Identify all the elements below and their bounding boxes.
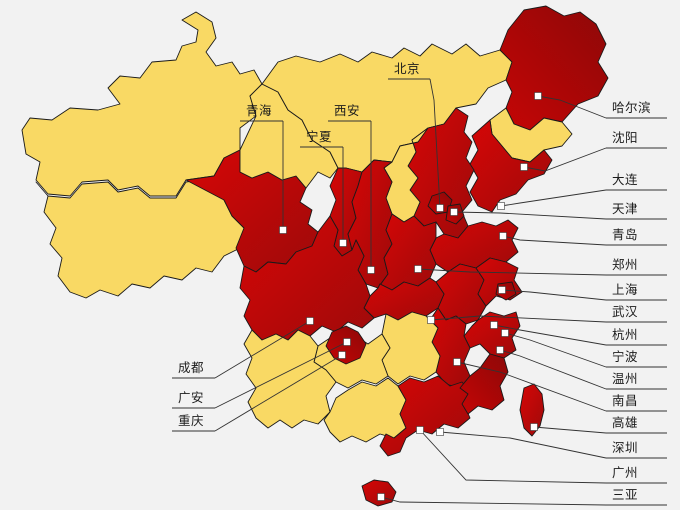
province-guangxi[interactable]	[323, 377, 407, 443]
city-marker-m-hangzhou[interactable]	[490, 321, 498, 329]
leader-line-chengdu	[214, 320, 311, 379]
label-beijing[interactable]: 北京	[394, 61, 421, 76]
province-shapes	[21, 5, 609, 507]
leader-line-ningbo	[504, 332, 607, 368]
leader-line-sanya	[380, 496, 607, 506]
label-gaoxiong[interactable]: 高雄	[612, 415, 639, 430]
label-zhengzhou[interactable]: 郑州	[612, 257, 639, 272]
city-marker-m-nanchang[interactable]	[453, 358, 461, 366]
label-wuhan[interactable]: 武汉	[612, 304, 639, 319]
label-chengdu[interactable]: 成都	[178, 360, 205, 375]
city-marker-m-ningbo[interactable]	[501, 329, 509, 337]
province-yunnan[interactable]	[243, 329, 337, 429]
label-underlines	[172, 78, 667, 506]
city-marker-m-guangzhou[interactable]	[416, 426, 424, 434]
label-shenyang[interactable]: 沈阳	[612, 130, 639, 145]
city-marker-m-chengdu[interactable]	[306, 317, 314, 325]
city-marker-m-guangan[interactable]	[343, 338, 351, 346]
city-marker-m-chongqing[interactable]	[338, 351, 346, 359]
leader-line-beijing	[429, 78, 441, 209]
leader-line-shenyang	[523, 147, 607, 172]
leader-line-nanchang	[456, 361, 607, 412]
province-hainan[interactable]	[361, 479, 397, 507]
leader-line-qingdao	[502, 235, 607, 246]
leader-line-haerbin	[537, 95, 607, 119]
city-marker-m-qingdao[interactable]	[499, 232, 507, 240]
label-dalian[interactable]: 大连	[612, 172, 639, 187]
province-inner-mongolia[interactable]	[261, 43, 513, 173]
leader-line-shenzhen	[439, 431, 607, 459]
province-xinjiang[interactable]	[21, 11, 263, 197]
leader-line-shanghai	[501, 289, 607, 301]
city-marker-m-ningxia[interactable]	[339, 239, 347, 247]
label-qingdao[interactable]: 青岛	[612, 227, 639, 242]
city-marker-m-haerbin[interactable]	[534, 92, 542, 100]
city-marker-m-shenzhen[interactable]	[436, 428, 444, 436]
leader-lines	[214, 78, 607, 506]
city-marker-m-gaoxiong[interactable]	[530, 423, 538, 431]
city-markers[interactable]	[279, 92, 542, 501]
leader-line-guangzhou	[419, 429, 607, 484]
leader-line-dalian	[500, 189, 607, 207]
leader-line-guangan	[214, 341, 348, 409]
label-ningxia[interactable]: 宁夏	[306, 129, 333, 144]
city-marker-m-qinghai[interactable]	[279, 226, 287, 234]
city-marker-m-xian[interactable]	[367, 266, 375, 274]
province-jiangsu[interactable]	[475, 257, 523, 307]
label-shanghai[interactable]: 上海	[612, 282, 639, 297]
city-marker-m-shanghai[interactable]	[498, 286, 506, 294]
leader-line-tianjin	[453, 211, 607, 220]
leader-line-gaoxiong	[533, 426, 607, 434]
label-xian[interactable]: 西安	[334, 103, 361, 118]
label-nanchang[interactable]: 南昌	[612, 393, 639, 408]
label-haerbin[interactable]: 哈尔滨	[612, 100, 652, 115]
leader-line-zhengzhou	[417, 268, 607, 276]
label-guangzhou[interactable]: 广州	[612, 465, 639, 480]
leader-line-chongqing	[214, 354, 343, 432]
label-sanya[interactable]: 三亚	[612, 487, 639, 502]
city-marker-m-sanya[interactable]	[377, 493, 385, 501]
province-guangdong[interactable]	[379, 375, 471, 457]
leader-line-wenzhou	[499, 349, 607, 390]
city-marker-m-zhengzhou[interactable]	[414, 265, 422, 273]
label-shenzhen[interactable]: 深圳	[612, 440, 639, 455]
label-hangzhou[interactable]: 杭州	[612, 327, 639, 342]
label-qinghai[interactable]: 青海	[246, 103, 273, 118]
province-fujian[interactable]	[459, 353, 509, 415]
city-marker-m-wenzhou[interactable]	[496, 346, 504, 354]
city-marker-m-shenyang[interactable]	[520, 163, 528, 171]
leader-line-wuhan	[430, 315, 607, 323]
label-tianjin[interactable]: 天津	[612, 201, 639, 216]
city-marker-m-wuhan[interactable]	[427, 316, 435, 324]
province-heilongjiang[interactable]	[499, 5, 609, 131]
label-guangan[interactable]: 广安	[178, 390, 205, 405]
city-marker-m-tianjin[interactable]	[450, 208, 458, 216]
label-ningbo[interactable]: 宁波	[612, 349, 639, 364]
city-marker-m-dalian[interactable]	[497, 202, 505, 210]
city-marker-m-beijing[interactable]	[436, 204, 444, 212]
province-tibet[interactable]	[35, 177, 245, 299]
province-taiwan[interactable]	[519, 383, 545, 437]
label-wenzhou[interactable]: 温州	[612, 371, 639, 386]
leader-line-hangzhou	[493, 324, 607, 346]
label-chongqing[interactable]: 重庆	[178, 413, 205, 428]
